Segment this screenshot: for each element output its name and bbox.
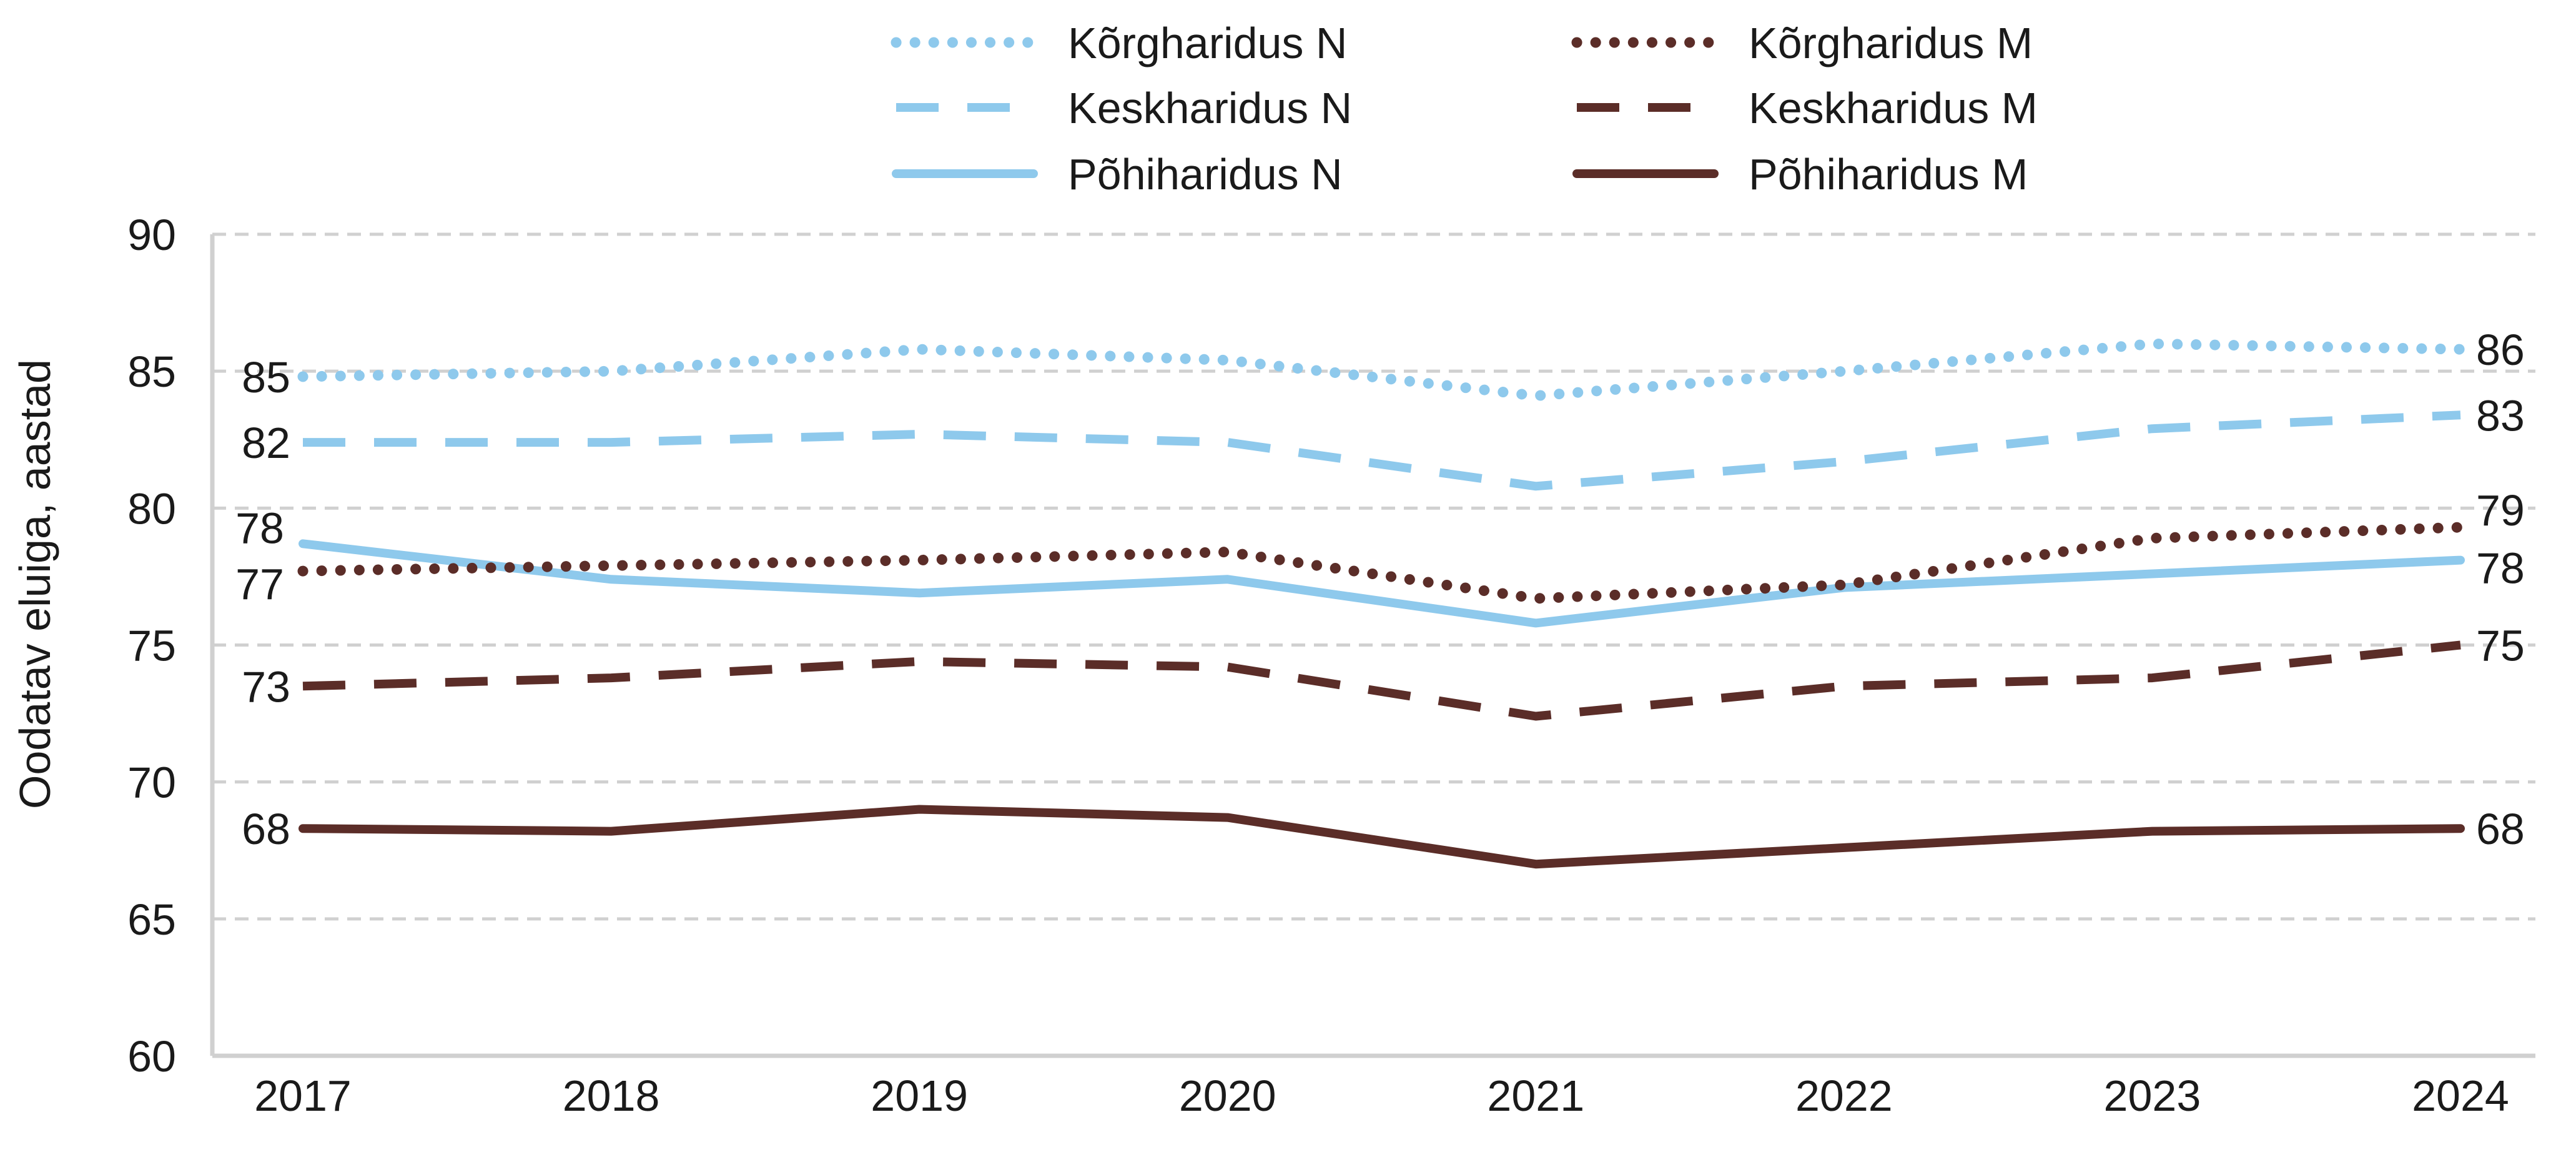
x-tick-label: 2024	[2412, 1071, 2509, 1120]
x-tick-label: 2018	[563, 1071, 660, 1120]
legend-label: Kõrgharidus M	[1749, 19, 2033, 67]
y-tick-label: 90	[127, 211, 176, 259]
y-tick-label: 80	[127, 484, 176, 533]
y-tick-label: 75	[127, 622, 176, 670]
series-lines	[297, 338, 2466, 869]
series-line	[299, 539, 2465, 628]
axes: 60 65 70 75 80 85 90 2017 2018 2019 2020 2021 2022 20…	[127, 211, 2535, 1120]
series-line	[302, 640, 2461, 721]
data-label: 68	[2476, 805, 2525, 853]
data-label: 75	[2476, 622, 2525, 670]
data-label: 73	[242, 662, 290, 711]
x-tick-label: 2021	[1487, 1071, 1584, 1120]
y-tick-label: 60	[127, 1032, 176, 1081]
data-labels: 85 86 82 83 78 78 77 79 73 75 68 68	[235, 325, 2525, 853]
x-tick-label: 2020	[1179, 1071, 1276, 1120]
y-axis-title: Oodatav eluiga, aastad	[11, 359, 59, 809]
series-line	[297, 338, 2466, 402]
data-label: 86	[2476, 325, 2525, 374]
x-tick-label: 2017	[254, 1071, 352, 1120]
x-tick-label: 2023	[2104, 1071, 2201, 1120]
legend-label: Põhiharidus N	[1068, 150, 1343, 199]
x-tick-label: 2019	[871, 1071, 968, 1120]
legend-label: Keskharidus M	[1749, 84, 2038, 132]
legend-label: Keskharidus N	[1068, 84, 1352, 132]
data-label: 83	[2476, 391, 2525, 440]
y-tick-label: 85	[127, 347, 176, 396]
data-label: 68	[242, 805, 290, 853]
data-label: 78	[235, 504, 284, 552]
data-label: 85	[242, 353, 290, 402]
x-tick-label: 2022	[1795, 1071, 1893, 1120]
legend-label: Põhiharidus M	[1749, 150, 2028, 199]
y-tick-label: 70	[127, 758, 176, 807]
series-line	[303, 410, 2461, 491]
data-label: 78	[2476, 544, 2525, 593]
legend: Kõrgharidus N Keskharidus N Põhiharidus N K…	[891, 19, 2038, 199]
series-line	[299, 805, 2465, 869]
data-label: 82	[242, 419, 290, 467]
gridlines	[212, 232, 2535, 921]
y-tick-label: 65	[127, 895, 176, 944]
data-label: 77	[235, 560, 284, 608]
legend-label: Kõrgharidus N	[1068, 19, 1347, 67]
data-label: 79	[2476, 486, 2525, 535]
series-line	[297, 522, 2466, 604]
